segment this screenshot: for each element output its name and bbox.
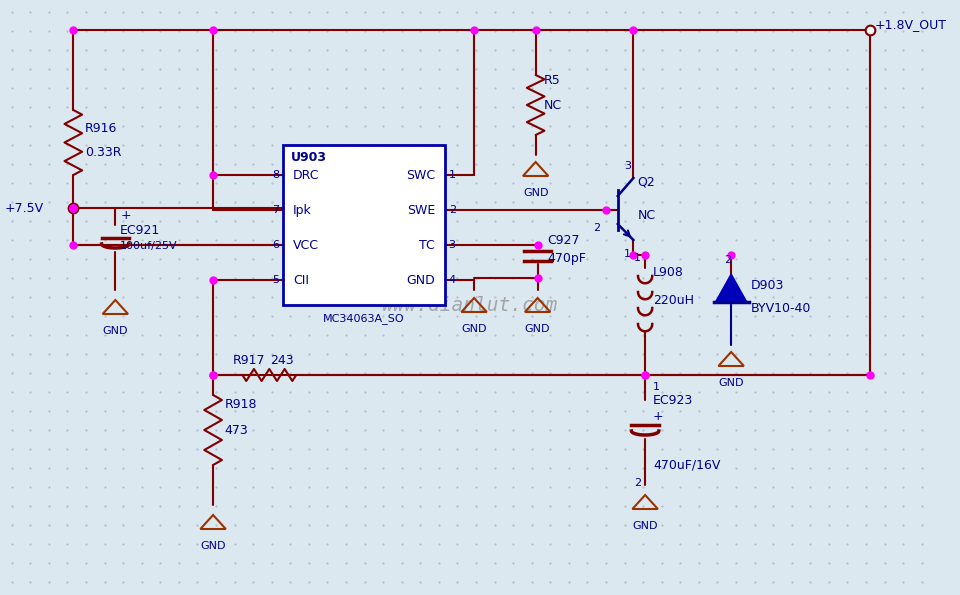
Text: R917: R917 <box>232 353 265 367</box>
Text: 243: 243 <box>270 353 294 367</box>
Text: +: + <box>653 411 663 424</box>
Text: GND: GND <box>633 521 658 531</box>
Text: 5: 5 <box>273 275 279 285</box>
Text: SWE: SWE <box>407 203 435 217</box>
Text: 1: 1 <box>635 253 641 263</box>
Text: MC34063A_SO: MC34063A_SO <box>324 314 405 324</box>
Bar <box>283 145 444 305</box>
Text: L908: L908 <box>653 265 684 278</box>
Text: NC: NC <box>637 208 656 221</box>
Text: +1.8V_OUT: +1.8V_OUT <box>875 18 947 32</box>
Text: 2: 2 <box>448 205 456 215</box>
Text: R918: R918 <box>225 399 257 412</box>
Polygon shape <box>715 274 747 302</box>
Text: 0.33R: 0.33R <box>85 146 122 158</box>
Text: VCC: VCC <box>293 239 320 252</box>
Text: GND: GND <box>718 378 744 388</box>
Text: 4: 4 <box>448 275 456 285</box>
Text: C927: C927 <box>547 233 580 246</box>
Text: 1: 1 <box>624 249 631 259</box>
Text: U903: U903 <box>291 151 327 164</box>
Text: BYV10-40: BYV10-40 <box>751 302 811 315</box>
Text: NC: NC <box>543 99 562 111</box>
Text: Q2: Q2 <box>637 176 655 189</box>
Text: www.dianlut.com: www.dianlut.com <box>381 296 558 315</box>
Text: 3: 3 <box>448 240 456 250</box>
Text: 470pF: 470pF <box>547 252 587 265</box>
Text: 2: 2 <box>635 478 641 488</box>
Text: SWC: SWC <box>406 168 435 181</box>
Text: DRC: DRC <box>293 168 320 181</box>
Text: Ipk: Ipk <box>293 203 312 217</box>
Text: D903: D903 <box>751 278 784 292</box>
Text: GND: GND <box>406 274 435 287</box>
Text: 473: 473 <box>225 424 249 437</box>
Text: 220uH: 220uH <box>653 293 694 306</box>
Text: 100uf/25V: 100uf/25V <box>120 241 178 251</box>
Text: +7.5V: +7.5V <box>5 202 44 215</box>
Text: GND: GND <box>103 326 128 336</box>
Text: +: + <box>120 208 131 221</box>
Text: 3: 3 <box>624 161 631 171</box>
Text: 2: 2 <box>592 223 600 233</box>
Text: 8: 8 <box>273 170 279 180</box>
Text: GND: GND <box>462 324 487 334</box>
Text: EC921: EC921 <box>120 224 160 236</box>
Text: GND: GND <box>523 188 548 198</box>
Text: R5: R5 <box>543 74 561 86</box>
Text: 7: 7 <box>273 205 279 215</box>
Text: GND: GND <box>525 324 550 334</box>
Text: CII: CII <box>293 274 309 287</box>
Text: 6: 6 <box>273 240 279 250</box>
Text: R916: R916 <box>85 121 117 134</box>
Text: 1: 1 <box>653 382 660 392</box>
Text: 470uF/16V: 470uF/16V <box>653 459 720 471</box>
Text: 1: 1 <box>448 170 456 180</box>
Text: EC923: EC923 <box>653 393 693 406</box>
Text: GND: GND <box>201 541 226 551</box>
Text: 2: 2 <box>724 255 731 265</box>
Text: TC: TC <box>420 239 435 252</box>
